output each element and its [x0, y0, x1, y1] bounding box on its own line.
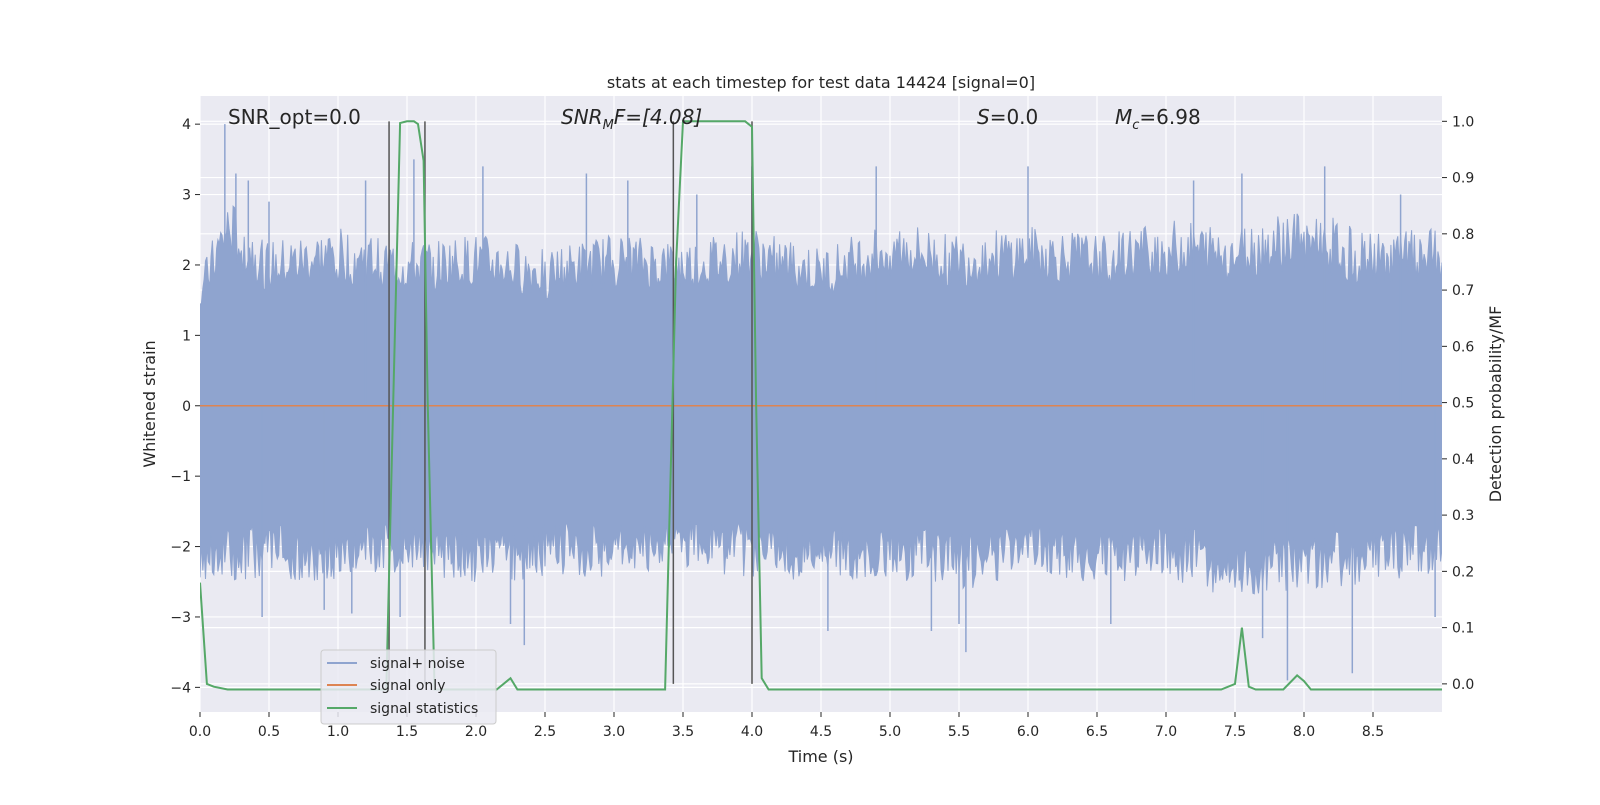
mc-value: =6.98: [1139, 105, 1200, 129]
y2-tick-label: 0.6: [1452, 339, 1474, 355]
x-tick-label: 7.0: [1155, 724, 1177, 740]
legend-label-signal: signal only: [370, 678, 445, 694]
y-tick-label: −2: [170, 540, 191, 556]
y2-tick-label: 0.3: [1452, 508, 1474, 524]
y2-tick-label: 0.5: [1452, 396, 1474, 412]
x-tick-label: 2.0: [465, 724, 487, 740]
snr-mf-sub: M: [603, 118, 614, 133]
x-tick-label: 6.5: [1086, 724, 1108, 740]
x-tick-label: 2.5: [534, 724, 556, 740]
x-tick-label: 3.0: [603, 724, 625, 740]
y2-tick-label: 0.0: [1452, 677, 1474, 693]
mc-sub: c: [1132, 118, 1139, 133]
s-var: S: [977, 105, 990, 129]
y-tick-label: −4: [170, 680, 191, 696]
y-tick-label: 0: [182, 399, 191, 415]
y2-tick-label: 0.4: [1452, 452, 1474, 468]
annotation-snr-mf: SNRMF=[4.08]: [561, 105, 702, 133]
x-tick-label: 5.5: [948, 724, 970, 740]
y2-tick-label: 0.1: [1452, 621, 1474, 637]
x-axis-label: Time (s): [787, 747, 853, 766]
snr-mf-var: SNR: [561, 105, 603, 129]
mc-var: M: [1115, 105, 1132, 129]
annotation-s: S=0.0: [977, 105, 1038, 129]
chart-title: stats at each timestep for test data 144…: [607, 73, 1035, 92]
y-tick-label: −3: [170, 610, 191, 626]
y-tick-label: 2: [182, 258, 191, 274]
legend-label-noise: signal+ noise: [370, 656, 465, 672]
x-tick-label: 8.5: [1362, 724, 1384, 740]
snr-mf-rest: F=[4.08]: [614, 105, 702, 129]
x-tick-label: 6.0: [1017, 724, 1039, 740]
y2-axis-label: Detection probability/MF: [1486, 306, 1505, 503]
y-axis-label: Whitened strain: [140, 340, 159, 467]
y2-tick-label: 0.7: [1452, 283, 1474, 299]
x-tick-label: 1.5: [396, 724, 418, 740]
y2-tick-label: 0.9: [1452, 171, 1474, 187]
legend: signal+ noise signal only signal statist…: [320, 649, 497, 725]
x-tick-label: 0.5: [258, 724, 280, 740]
axes: 0.0 0.5 1.0 1.5 2.0 2.5 3.0 3.5 4.0 4.5 5.0 5.5 6.0 6…: [170, 114, 1474, 740]
legend-box: [320, 649, 497, 725]
annotation-snr-opt: SNR_opt=0.0: [228, 105, 361, 129]
y-tick-label: 3: [182, 188, 191, 204]
y2-tick-label: 1.0: [1452, 114, 1474, 130]
s-value: =0.0: [990, 105, 1039, 129]
y2-tick-label: 0.8: [1452, 227, 1474, 243]
y2-tick-label: 0.2: [1452, 564, 1474, 580]
x-tick-label: 7.5: [1224, 724, 1246, 740]
x-tick-label: 8.0: [1293, 724, 1315, 740]
annotation-mc: Mc=6.98: [1115, 105, 1201, 133]
x-tick-label: 4.5: [810, 724, 832, 740]
data-layer: [200, 120, 1442, 691]
legend-label-stats: signal statistics: [370, 701, 478, 717]
y-tick-label: 1: [182, 328, 191, 344]
y-tick-label: −1: [170, 469, 191, 485]
y-tick-label: 4: [182, 117, 191, 133]
x-tick-label: 1.0: [327, 724, 349, 740]
x-tick-label: 5.0: [879, 724, 901, 740]
x-tick-label: 0.0: [189, 724, 211, 740]
x-tick-label: 4.0: [741, 724, 763, 740]
x-tick-label: 3.5: [672, 724, 694, 740]
signal-statistics-line: [200, 120, 1442, 691]
